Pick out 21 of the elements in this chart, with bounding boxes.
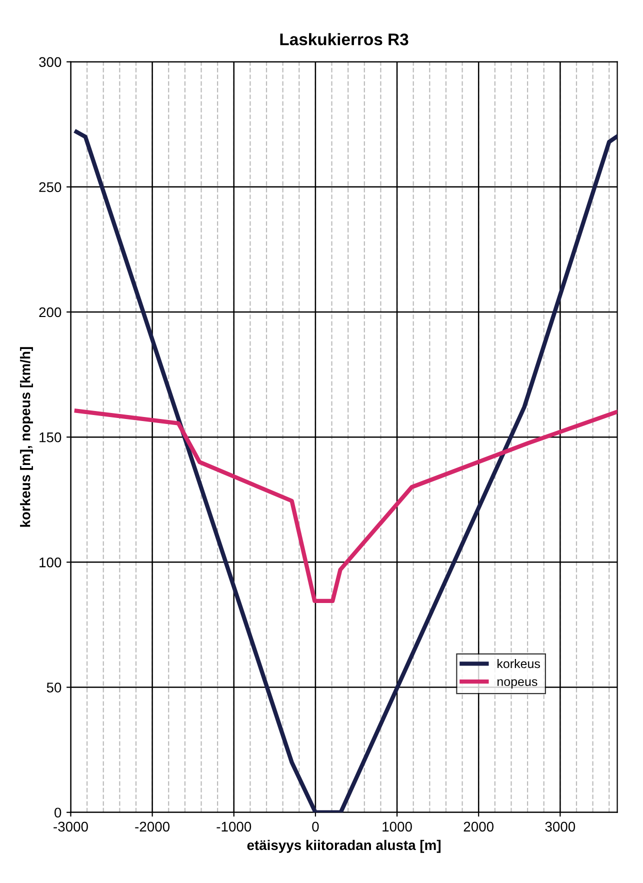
x-axis-title: etäisyys kiitoradan alusta [m] [247,840,440,853]
y-tick-label: 0 [54,808,62,818]
x-tick-label: -2000 [135,822,170,832]
line-series [74,130,618,812]
legend-label: korkeus [498,658,540,668]
y-tick-label: 150 [40,432,62,442]
x-tick-label: 2000 [464,822,494,832]
x-tick-label: 1000 [382,822,412,832]
line-series [74,408,618,604]
y-tick-label: 50 [46,682,62,692]
y-tick-label: 250 [39,182,62,192]
legend-label: nopeus [498,679,538,689]
x-tick-label: 3000 [545,822,576,832]
y-tick-label: 300 [39,57,62,67]
y-tick-label: 100 [40,558,62,568]
chart-title: Laskukierros R3 [280,33,408,46]
y-axis-title: korkeus [m], nopeus [km/h] [20,347,33,527]
y-tick-label: 200 [39,307,62,318]
x-tick-label: -3000 [54,822,88,832]
x-tick-label: -1000 [216,822,252,832]
x-tick-label: 0 [312,822,319,832]
